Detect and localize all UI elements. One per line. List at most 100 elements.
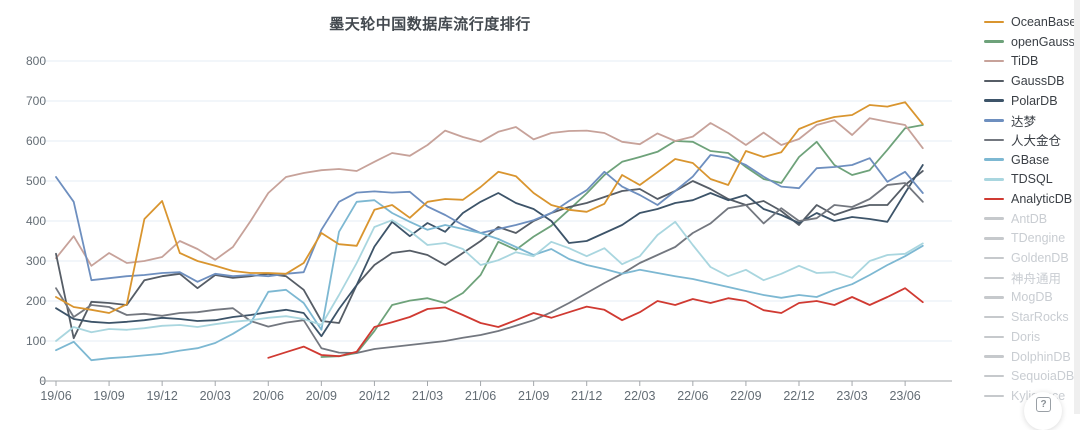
legend-item-PolarDB[interactable]: PolarDB [984, 91, 1080, 111]
svg-text:400: 400 [26, 214, 46, 228]
legend-swatch [984, 99, 1004, 102]
svg-text:19/12: 19/12 [146, 389, 177, 403]
svg-text:100: 100 [26, 334, 46, 348]
svg-text:600: 600 [26, 134, 46, 148]
legend-swatch [984, 217, 1004, 220]
svg-text:20/06: 20/06 [253, 389, 284, 403]
svg-text:22/12: 22/12 [783, 389, 814, 403]
legend-label: AntDB [1011, 211, 1048, 226]
legend-label: openGauss [1011, 34, 1075, 49]
legend-label: TiDB [1011, 54, 1039, 69]
legend-swatch [984, 335, 1004, 339]
legend-label: TDengine [1011, 231, 1066, 246]
legend-item-OceanBase[interactable]: OceanBase [984, 12, 1080, 32]
svg-text:500: 500 [26, 174, 46, 188]
legend-item-StarRocks[interactable]: StarRocks [984, 307, 1080, 327]
legend-swatch [984, 296, 1004, 299]
svg-text:21/09: 21/09 [518, 389, 549, 403]
legend-item-达梦[interactable]: 达梦 [984, 110, 1080, 130]
svg-text:700: 700 [26, 94, 46, 108]
svg-text:20/12: 20/12 [359, 389, 390, 403]
svg-text:20/03: 20/03 [200, 389, 231, 403]
legend-swatch [984, 276, 1004, 280]
svg-text:23/03: 23/03 [836, 389, 867, 403]
legend-label: 达梦 [1011, 114, 1037, 129]
legend-swatch [984, 138, 1004, 142]
legend-swatch [984, 355, 1004, 358]
help-icon[interactable]: ? [1036, 397, 1051, 412]
svg-text:22/03: 22/03 [624, 389, 655, 403]
series-line-OceanBase[interactable] [55, 101, 924, 314]
legend-item-TiDB[interactable]: TiDB [984, 51, 1080, 71]
legend-label: SequoiaDB [1011, 369, 1075, 384]
svg-text:21/12: 21/12 [571, 389, 602, 403]
legend-item-GoldenDB[interactable]: GoldenDB [984, 248, 1080, 268]
series-line-AnalyticDB[interactable] [267, 287, 924, 359]
legend-swatch [984, 237, 1004, 240]
legend-swatch [984, 59, 1004, 63]
series-line-GBase[interactable] [55, 199, 924, 362]
series-line-人大金仓[interactable] [55, 182, 924, 354]
legend-item-openGauss[interactable]: openGauss [984, 32, 1080, 52]
legend-item-TDSQL[interactable]: TDSQL [984, 170, 1080, 190]
legend-item-SequoiaDB[interactable]: SequoiaDB [984, 366, 1080, 386]
svg-text:300: 300 [26, 254, 46, 268]
series-line-TiDB[interactable] [55, 117, 924, 267]
legend-item-TDengine[interactable]: TDengine [984, 229, 1080, 249]
legend-label: AnalyticDB [1011, 192, 1073, 207]
legend-item-人大金仓[interactable]: 人大金仓 [984, 130, 1080, 150]
legend-item-Doris[interactable]: Doris [984, 327, 1080, 347]
legend-label: 神舟通用 [1011, 272, 1062, 287]
svg-text:21/06: 21/06 [465, 389, 496, 403]
legend-label: DolphinDB [1011, 349, 1071, 364]
legend-label: MogDB [1011, 290, 1053, 305]
legend-label: TDSQL [1011, 172, 1053, 187]
legend-item-AnalyticDB[interactable]: AnalyticDB [984, 189, 1080, 209]
series-line-TDSQL[interactable] [55, 219, 924, 342]
svg-text:21/03: 21/03 [412, 389, 443, 403]
legend-swatch [984, 394, 1004, 398]
legend-swatch [984, 119, 1004, 122]
legend-swatch [984, 178, 1004, 181]
legend-label: OceanBase [1011, 14, 1077, 29]
svg-text:23/06: 23/06 [889, 389, 920, 403]
svg-text:19/06: 19/06 [40, 389, 71, 403]
legend-swatch [984, 315, 1004, 319]
svg-text:20/09: 20/09 [306, 389, 337, 403]
series-line-openGauss[interactable] [320, 124, 924, 358]
legend-swatch [984, 79, 1004, 83]
svg-text:19/09: 19/09 [93, 389, 124, 403]
svg-text:22/06: 22/06 [677, 389, 708, 403]
legend-item-MogDB[interactable]: MogDB [984, 288, 1080, 308]
legend-item-GaussDB[interactable]: GaussDB [984, 71, 1080, 91]
legend-label: PolarDB [1011, 93, 1058, 108]
legend-label: GoldenDB [1011, 251, 1069, 266]
legend-swatch [984, 256, 1004, 260]
legend-item-神舟通用[interactable]: 神舟通用 [984, 268, 1080, 288]
svg-text:200: 200 [26, 294, 46, 308]
legend-swatch [984, 158, 1004, 161]
legend-label: GaussDB [1011, 73, 1065, 88]
legend-swatch [984, 374, 1004, 378]
legend-item-DolphinDB[interactable]: DolphinDB [984, 347, 1080, 367]
legend-item-GBase[interactable]: GBase [984, 150, 1080, 170]
legend-swatch [984, 40, 1004, 43]
series-line-GaussDB[interactable] [55, 170, 924, 340]
legend-label: StarRocks [1011, 310, 1069, 325]
series-line-达梦[interactable] [55, 154, 924, 283]
series-line-PolarDB[interactable] [55, 164, 924, 338]
legend-swatch [984, 197, 1004, 201]
scrollbar-track[interactable] [1074, 0, 1080, 414]
legend: OceanBase openGauss TiDB GaussDB PolarDB 达梦 人大… [984, 12, 1080, 406]
svg-text:800: 800 [26, 54, 46, 68]
svg-text:22/09: 22/09 [730, 389, 761, 403]
legend-label: Doris [1011, 329, 1041, 344]
legend-item-AntDB[interactable]: AntDB [984, 209, 1080, 229]
gridlines [40, 60, 952, 342]
legend-label: GBase [1011, 152, 1050, 167]
x-axis-labels: 19/06 19/09 19/12 20/03 20/06 20/09 20/12 21/03… [40, 381, 921, 403]
chart-title: 墨天轮中国数据库流行度排行 [329, 16, 531, 33]
legend-swatch [984, 20, 1004, 24]
